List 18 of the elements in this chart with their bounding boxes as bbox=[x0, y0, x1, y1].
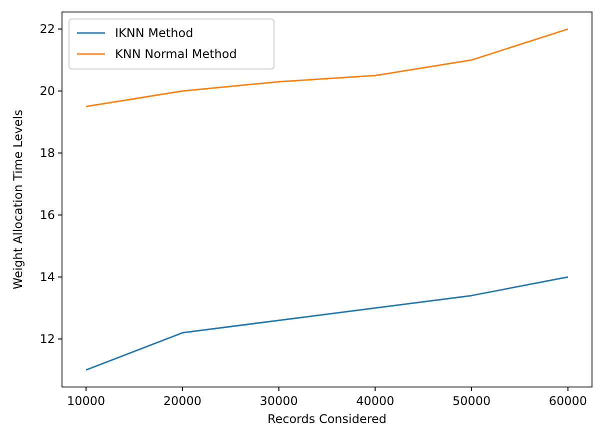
line-series bbox=[85, 276, 569, 371]
y-tick-label: 16 bbox=[40, 208, 55, 222]
y-tick-label: 20 bbox=[40, 84, 55, 98]
x-tick-label: 30000 bbox=[260, 394, 298, 408]
x-tick-label: 20000 bbox=[163, 394, 202, 408]
legend-label: KNN Normal Method bbox=[115, 47, 237, 61]
legend-label: IKNN Method bbox=[115, 26, 194, 40]
x-tick-label: 10000 bbox=[66, 394, 106, 408]
y-tick-label: 18 bbox=[40, 146, 55, 160]
line-series bbox=[85, 28, 569, 108]
y-tick-label: 12 bbox=[40, 332, 55, 346]
x-tick-label: 40000 bbox=[356, 394, 394, 408]
y-axis-title: Weight Allocation Time Levels bbox=[11, 110, 25, 290]
x-tick-label: 60000 bbox=[548, 394, 588, 408]
y-tick-label: 22 bbox=[40, 22, 55, 36]
x-axis-title: Records Considered bbox=[267, 412, 387, 426]
x-tick-label: 50000 bbox=[452, 394, 491, 408]
y-tick-label: 14 bbox=[40, 270, 55, 284]
